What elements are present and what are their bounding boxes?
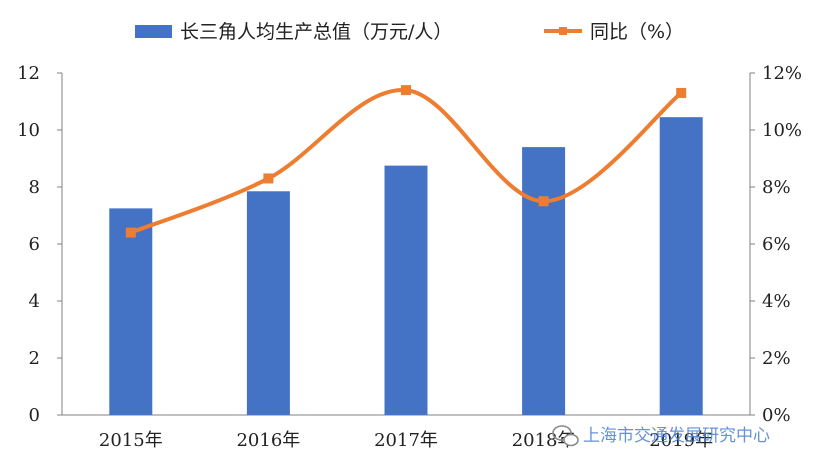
right-tick-label: 0% <box>762 405 791 426</box>
legend-bar-label: 长三角人均生产总值（万元/人） <box>180 21 452 43</box>
left-tick-label: 4 <box>29 291 40 312</box>
line-series <box>125 85 687 238</box>
right-tick-label: 8% <box>762 177 791 198</box>
line-marker <box>263 173 274 184</box>
right-tick-label: 12% <box>762 63 802 84</box>
left-tick-label: 6 <box>29 234 40 255</box>
bar-series <box>109 117 703 416</box>
left-tick-label: 12 <box>17 63 40 84</box>
category-label: 2015年 <box>99 430 163 451</box>
category-label: 2017年 <box>374 430 438 451</box>
left-tick-label: 10 <box>17 120 40 141</box>
line-marker <box>538 196 549 207</box>
bar <box>522 147 566 415</box>
category-label: 2019年 <box>649 430 713 451</box>
category-label: 2018年 <box>512 430 576 451</box>
left-axis-ticks: 0 2 4 6 8 10 12 <box>17 63 62 426</box>
line-marker <box>676 87 687 98</box>
bar <box>384 165 428 415</box>
left-tick-label: 0 <box>29 405 40 426</box>
wechat-icon <box>552 425 579 447</box>
left-tick-label: 8 <box>29 177 40 198</box>
bar <box>246 191 290 415</box>
legend-line-marker <box>559 27 567 35</box>
right-tick-label: 2% <box>762 348 791 369</box>
legend-line-label: 同比（%） <box>590 21 684 43</box>
bar <box>109 208 153 415</box>
left-tick-label: 2 <box>29 348 40 369</box>
right-tick-label: 6% <box>762 234 791 255</box>
right-tick-label: 4% <box>762 291 791 312</box>
line-marker <box>125 227 136 238</box>
category-labels: 2015年 2016年 2017年 2018年 2019年 <box>99 430 713 451</box>
right-tick-label: 10% <box>762 120 802 141</box>
category-label: 2016年 <box>236 430 300 451</box>
bar <box>659 117 703 416</box>
legend-bar-swatch <box>135 25 172 38</box>
right-axis-ticks: 0% 2% 4% 6% 8% 10% 12% <box>750 63 802 426</box>
watermark: 上海市交通发展研究中心 <box>552 425 770 447</box>
legend: 长三角人均生产总值（万元/人） 同比（%） <box>135 21 684 43</box>
line-marker <box>401 85 411 96</box>
watermark-text: 上海市交通发展研究中心 <box>583 426 770 446</box>
